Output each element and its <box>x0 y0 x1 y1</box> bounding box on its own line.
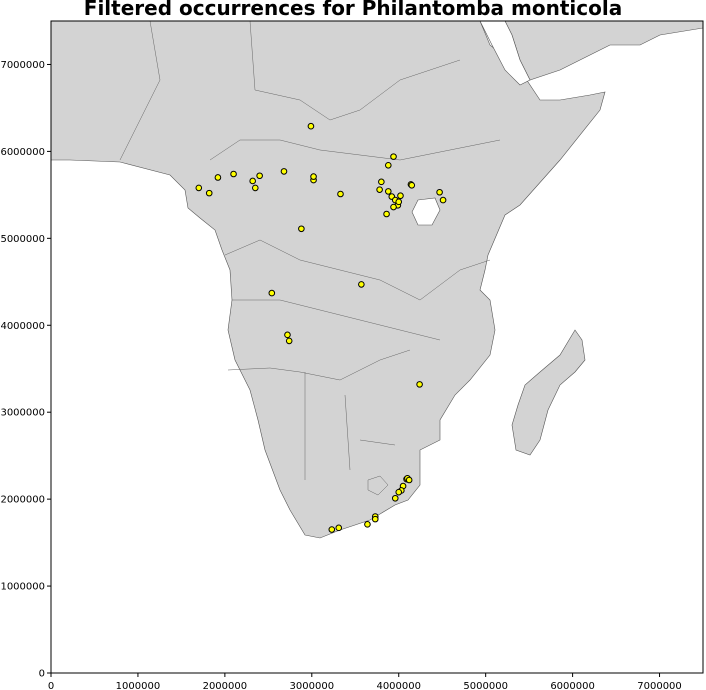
occurrence-points <box>195 122 447 533</box>
y-tick-label: 1000000 <box>0 582 45 593</box>
y-tick-label: 7000000 <box>0 60 45 71</box>
occurrence-point <box>397 192 404 200</box>
x-tick-label: 3000000 <box>290 681 335 690</box>
lake-victoria <box>411 197 441 226</box>
y-tick-label: 3000000 <box>0 408 45 419</box>
x-tick-label: 4000000 <box>376 681 421 690</box>
x-axis: 0 1000000 2000000 3000000 4000000 5000000 6000… <box>48 673 682 690</box>
occurrence-point <box>256 172 263 180</box>
land-layer <box>51 21 703 539</box>
occurrence-point <box>205 189 213 197</box>
occurrence-point <box>395 488 403 496</box>
occurrence-point <box>310 173 317 180</box>
y-tick-label: 0 <box>39 669 45 680</box>
occurrence-point <box>328 526 336 533</box>
occurrence-point <box>307 122 315 130</box>
occurrence-point <box>383 210 390 218</box>
x-tick-label: 6000000 <box>550 681 595 690</box>
occurrence-point <box>385 162 392 169</box>
occurrence-point <box>395 198 403 206</box>
occurrence-point <box>405 476 413 484</box>
occurrence-point <box>280 168 288 175</box>
y-axis: 0 1000000 2000000 3000000 4000000 5000000 6000… <box>0 60 51 680</box>
occurrence-point <box>285 337 293 345</box>
occurrence-point <box>251 184 259 192</box>
occurrence-point <box>298 225 305 233</box>
axes-frame <box>50 20 704 674</box>
x-tick-label: 7000000 <box>637 681 682 690</box>
occurrence-point <box>371 515 379 523</box>
x-tick-label: 5000000 <box>463 681 508 690</box>
chart-title: Filtered occurrences for Philantomba mon… <box>83 0 623 20</box>
y-tick-label: 4000000 <box>0 321 45 332</box>
madagascar-land <box>511 329 586 456</box>
occurrence-point <box>249 177 256 185</box>
occurrence-point <box>284 331 291 339</box>
occurrence-point <box>230 170 237 178</box>
y-tick-label: 6000000 <box>0 147 45 158</box>
red-sea <box>479 21 531 86</box>
occurrence-point <box>376 186 383 193</box>
occurrence-point <box>214 174 222 181</box>
occurrence-point <box>439 196 447 204</box>
x-tick-label: 0 <box>48 681 54 690</box>
country-borders <box>119 21 501 496</box>
occurrence-point <box>416 381 423 388</box>
occurrence-point <box>390 153 397 160</box>
occurrence-point <box>391 494 399 502</box>
occurrence-point <box>378 178 385 186</box>
occurrence-point <box>337 190 344 198</box>
x-tick-label: 2000000 <box>203 681 248 690</box>
y-tick-label: 2000000 <box>0 495 45 506</box>
occurrence-point <box>390 203 397 211</box>
occurrence-point <box>195 184 203 192</box>
x-tick-label: 1000000 <box>116 681 161 690</box>
occurrence-point <box>364 521 371 528</box>
occurrence-point <box>335 524 343 532</box>
occurrence-point <box>436 188 443 196</box>
occurrence-point <box>358 281 365 288</box>
africa-land <box>51 21 606 539</box>
occurrence-point <box>385 188 392 195</box>
y-tick-label: 5000000 <box>0 234 45 245</box>
occurrence-point <box>268 289 276 297</box>
occurrence-point <box>408 182 416 189</box>
